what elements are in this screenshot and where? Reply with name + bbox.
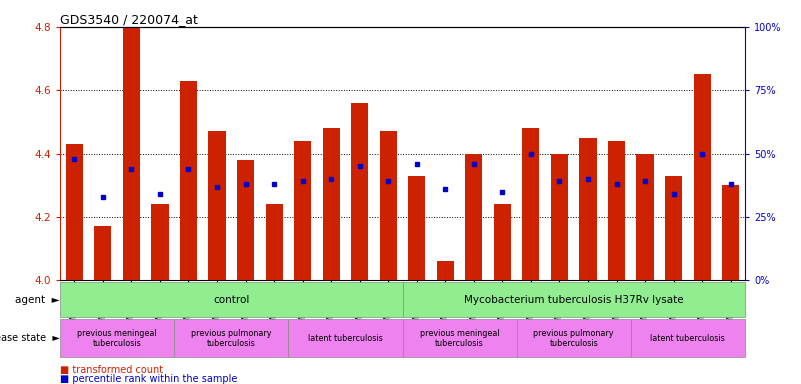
Bar	[351, 103, 368, 280]
Bar	[517, 319, 631, 357]
Text: Mycobacterium tuberculosis H37Rv lysate: Mycobacterium tuberculosis H37Rv lysate	[464, 295, 683, 305]
Bar	[66, 144, 83, 280]
Bar	[694, 74, 710, 280]
Text: control: control	[213, 295, 249, 305]
Bar	[608, 141, 625, 280]
Bar	[522, 128, 540, 280]
Bar	[151, 204, 168, 280]
Bar	[493, 204, 511, 280]
Text: previous meningeal
tuberculosis: previous meningeal tuberculosis	[78, 329, 157, 348]
Bar	[294, 141, 311, 280]
Bar	[579, 138, 597, 280]
Bar	[323, 128, 340, 280]
Text: latent tuberculosis: latent tuberculosis	[308, 334, 383, 343]
Text: previous pulmonary
tuberculosis: previous pulmonary tuberculosis	[191, 329, 272, 348]
Bar	[403, 282, 745, 317]
Bar	[288, 319, 403, 357]
Bar	[60, 282, 403, 317]
Bar	[266, 204, 283, 280]
Bar	[409, 176, 425, 280]
Text: ■ transformed count: ■ transformed count	[60, 365, 163, 375]
Bar	[208, 131, 226, 280]
Bar	[60, 319, 175, 357]
Bar	[551, 154, 568, 280]
Bar	[380, 131, 396, 280]
Text: disease state  ►: disease state ►	[0, 333, 60, 343]
Bar	[237, 160, 254, 280]
Text: previous meningeal
tuberculosis: previous meningeal tuberculosis	[420, 329, 499, 348]
Text: GDS3540 / 220074_at: GDS3540 / 220074_at	[60, 13, 198, 26]
Bar	[437, 262, 454, 280]
Bar	[631, 319, 745, 357]
Text: latent tuberculosis: latent tuberculosis	[650, 334, 725, 343]
Bar	[403, 319, 517, 357]
Bar	[665, 176, 682, 280]
Bar	[95, 227, 111, 280]
Bar	[180, 81, 197, 280]
Bar	[722, 185, 739, 280]
Text: previous pulmonary
tuberculosis: previous pulmonary tuberculosis	[533, 329, 614, 348]
Bar	[465, 154, 482, 280]
Bar	[123, 27, 140, 280]
Text: agent  ►: agent ►	[15, 295, 60, 305]
Bar	[637, 154, 654, 280]
Bar	[174, 319, 288, 357]
Text: ■ percentile rank within the sample: ■ percentile rank within the sample	[60, 374, 237, 384]
